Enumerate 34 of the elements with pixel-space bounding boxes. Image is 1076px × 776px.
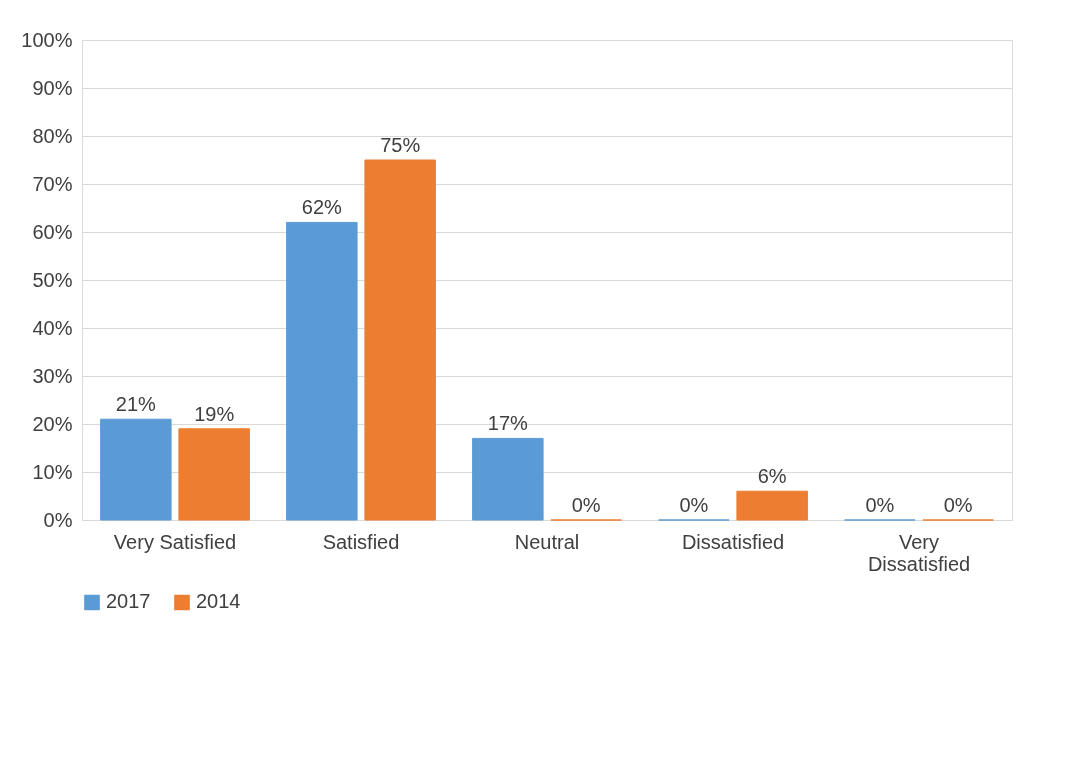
y-tick-label: 50% (32, 268, 73, 291)
bar (736, 490, 808, 521)
x-tick-label: Dissatisfied (681, 530, 785, 553)
data-label: 0% (865, 494, 895, 516)
y-tick-label: 70% (32, 172, 73, 195)
y-tick-label: 20% (32, 412, 73, 435)
data-label: 0% (943, 494, 973, 516)
bar (472, 437, 544, 521)
x-tick-label: Very Dissatisfied (867, 530, 971, 575)
x-tick-label: Satisfied (322, 530, 400, 553)
data-label: 6% (757, 465, 787, 488)
legend-label: 2014 (196, 590, 241, 613)
data-label: 75% (380, 134, 421, 156)
y-tick-label: 10% (32, 460, 73, 483)
x-tick-label: Very Satisfied (113, 530, 237, 553)
data-label: 21% (115, 393, 157, 416)
data-label: 62% (301, 196, 343, 219)
legend-label: 2017 (106, 590, 151, 613)
y-tick-label: 60% (32, 220, 73, 243)
y-tick-label: 40% (32, 316, 73, 339)
x-tick-label: Neutral (514, 530, 580, 553)
bar (178, 428, 250, 521)
y-tick-label: 0% (43, 508, 73, 531)
data-label: 0% (679, 494, 709, 516)
bar (364, 159, 436, 521)
y-tick-label: 90% (32, 76, 73, 99)
y-tick-label: 80% (32, 124, 73, 147)
bar (100, 418, 172, 521)
bar (286, 221, 358, 521)
data-label: 17% (487, 412, 529, 435)
data-label: 19% (194, 402, 235, 425)
data-label: 0% (571, 494, 601, 516)
y-tick-label: 30% (32, 364, 73, 387)
y-tick-label: 100% (21, 28, 73, 51)
